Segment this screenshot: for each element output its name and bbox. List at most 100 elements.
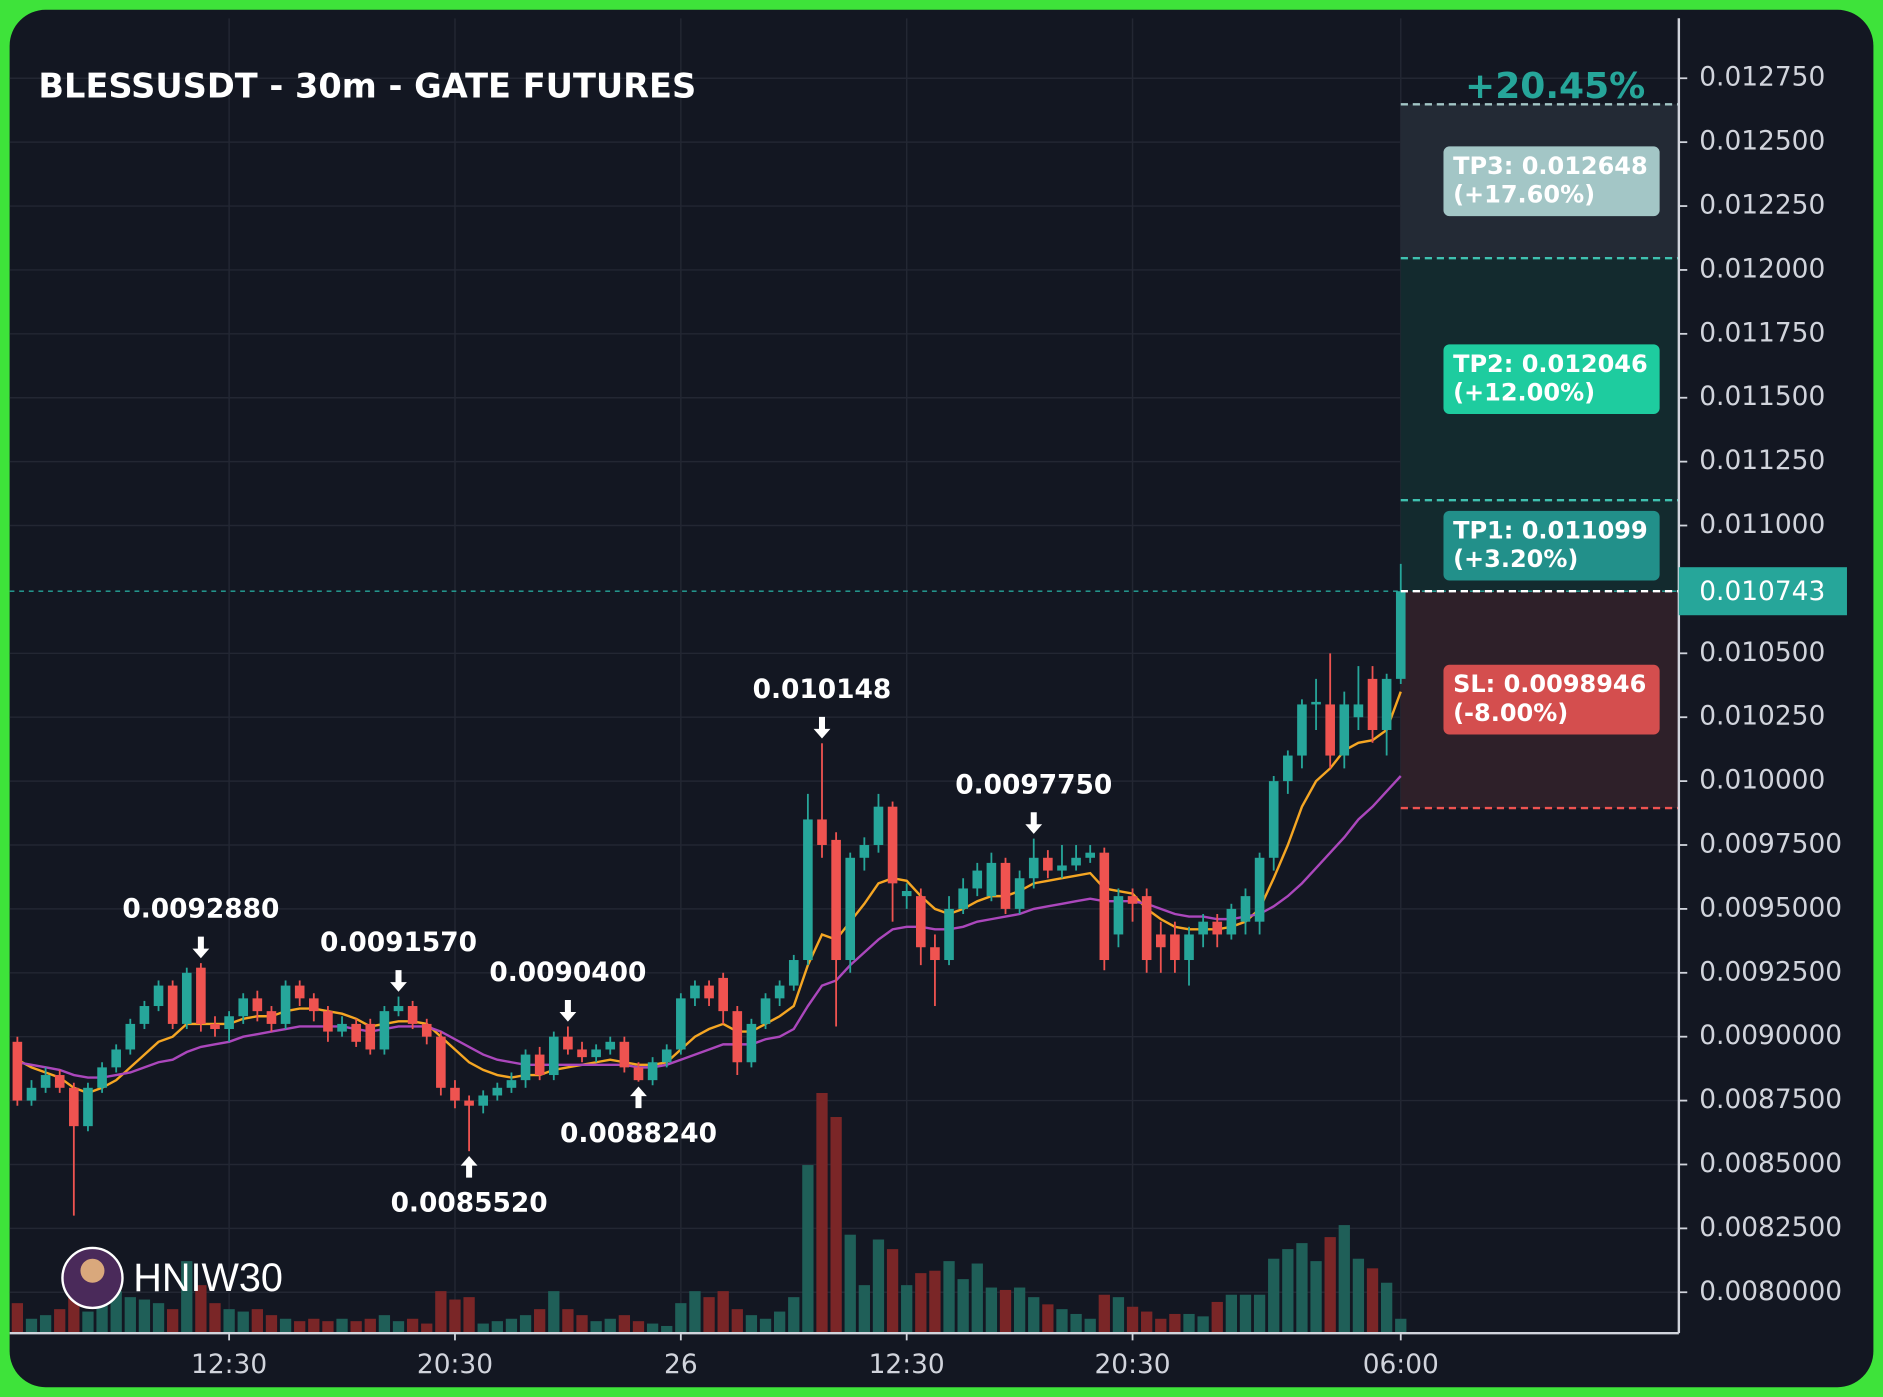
candle-body [238,998,249,1017]
volume-bar [830,1117,842,1334]
volume-bar [1042,1304,1054,1334]
candle-body [1043,857,1053,871]
y-tick-label: 0.0097500 [1699,829,1842,860]
candle-body [506,1080,517,1088]
volume-bar [505,1318,518,1334]
level-label: (+3.20%) [1453,545,1578,573]
candle-body [224,1016,234,1030]
candle-body [901,891,912,897]
volume-bar [138,1299,151,1334]
candle-body [831,839,841,961]
candle-body [1283,755,1293,782]
volume-bar [562,1309,574,1334]
candle-body [647,1062,658,1081]
candle-body [591,1049,601,1058]
volume-bar [237,1311,249,1334]
candle-body [407,1006,418,1024]
level-label: SL: 0.0098946 [1453,670,1646,698]
volume-bar [96,1303,108,1334]
volume-bar [745,1315,758,1334]
candle-body [167,985,178,1024]
volume-bar [477,1323,489,1334]
y-tick-label: 0.0090000 [1699,1020,1842,1051]
x-tick-label: 06:00 [1363,1349,1439,1380]
moving-average [16,691,1402,1095]
candle-body [26,1087,37,1101]
candle-body [478,1095,489,1106]
candle-body [111,1049,121,1068]
volume-bar [661,1325,673,1334]
volume-bar [915,1273,927,1334]
candle-body [1000,862,1011,909]
candle-body [464,1100,474,1106]
candle-body [732,1011,743,1063]
volume-bar [901,1285,913,1334]
annotation-label: 0.0091570 [320,927,477,958]
annotation-arrow [1025,812,1043,834]
avatar-face [80,1258,105,1283]
candle-body [746,1023,757,1063]
volume-bar [1141,1311,1153,1334]
volume-bar [167,1309,179,1334]
candle-body [323,1011,333,1032]
annotation-arrow [192,936,210,959]
volume-bar [590,1321,602,1334]
volume-bar [54,1309,66,1334]
volume-bar [1380,1282,1393,1334]
y-tick-label: 0.0080000 [1699,1276,1842,1307]
volume-bar [985,1287,998,1334]
volume-bar [1282,1249,1294,1334]
volume-bar [265,1315,278,1334]
candle-body [972,870,983,889]
y-tick-label: 0.011500 [1699,381,1825,412]
candle-body [365,1023,376,1050]
candle-body [1071,857,1081,866]
candle-body [1170,934,1180,961]
candle-body [1311,701,1321,705]
annotation-label: 0.0090400 [489,957,646,988]
volume-bar [1098,1294,1110,1334]
x-tick-label: 20:30 [417,1349,493,1380]
volume-bar [491,1321,503,1334]
annotation-arrow [813,716,831,739]
candle-body [280,985,291,1024]
annotation-label: 0.0085520 [391,1188,548,1219]
candle-body [916,896,926,948]
x-tick-label: 20:30 [1094,1349,1170,1380]
candle-body [563,1036,573,1050]
volume-bar [858,1285,870,1334]
volume-bar [124,1297,136,1334]
volume-bar [1169,1313,1181,1334]
volume-bar [632,1321,645,1334]
volume-bar [39,1315,52,1334]
candle-body [421,1023,432,1037]
candle-body [788,960,799,986]
candle-body [817,819,827,846]
candle-body [1381,678,1392,730]
volume-bar [308,1318,320,1334]
y-tick-label: 0.012500 [1699,126,1825,157]
last-price-label: 0.010743 [1699,576,1825,607]
volume-bar [1070,1313,1082,1334]
volume-bar [1324,1237,1336,1334]
level-label: TP3: 0.012648 [1453,152,1648,180]
y-tick-label: 0.011000 [1699,509,1825,540]
candle-body [1028,857,1039,879]
volume-bar [844,1234,856,1334]
candle-body [1240,896,1251,922]
candle-body [661,1049,672,1063]
candle-body [252,998,263,1012]
volume-bar [1211,1301,1223,1334]
volume-bar [999,1289,1012,1334]
candle-body [1141,896,1152,961]
x-tick-label: 26 [664,1349,698,1380]
candle-body [633,1067,644,1081]
candle-body [337,1023,347,1032]
candle-body [1099,852,1110,961]
candle-body [1297,704,1307,756]
level-label-box [1443,146,1660,217]
volume-bar [110,1291,122,1334]
volume-bar [1028,1297,1040,1334]
volume-bar [251,1309,263,1334]
candle-body [760,998,771,1024]
